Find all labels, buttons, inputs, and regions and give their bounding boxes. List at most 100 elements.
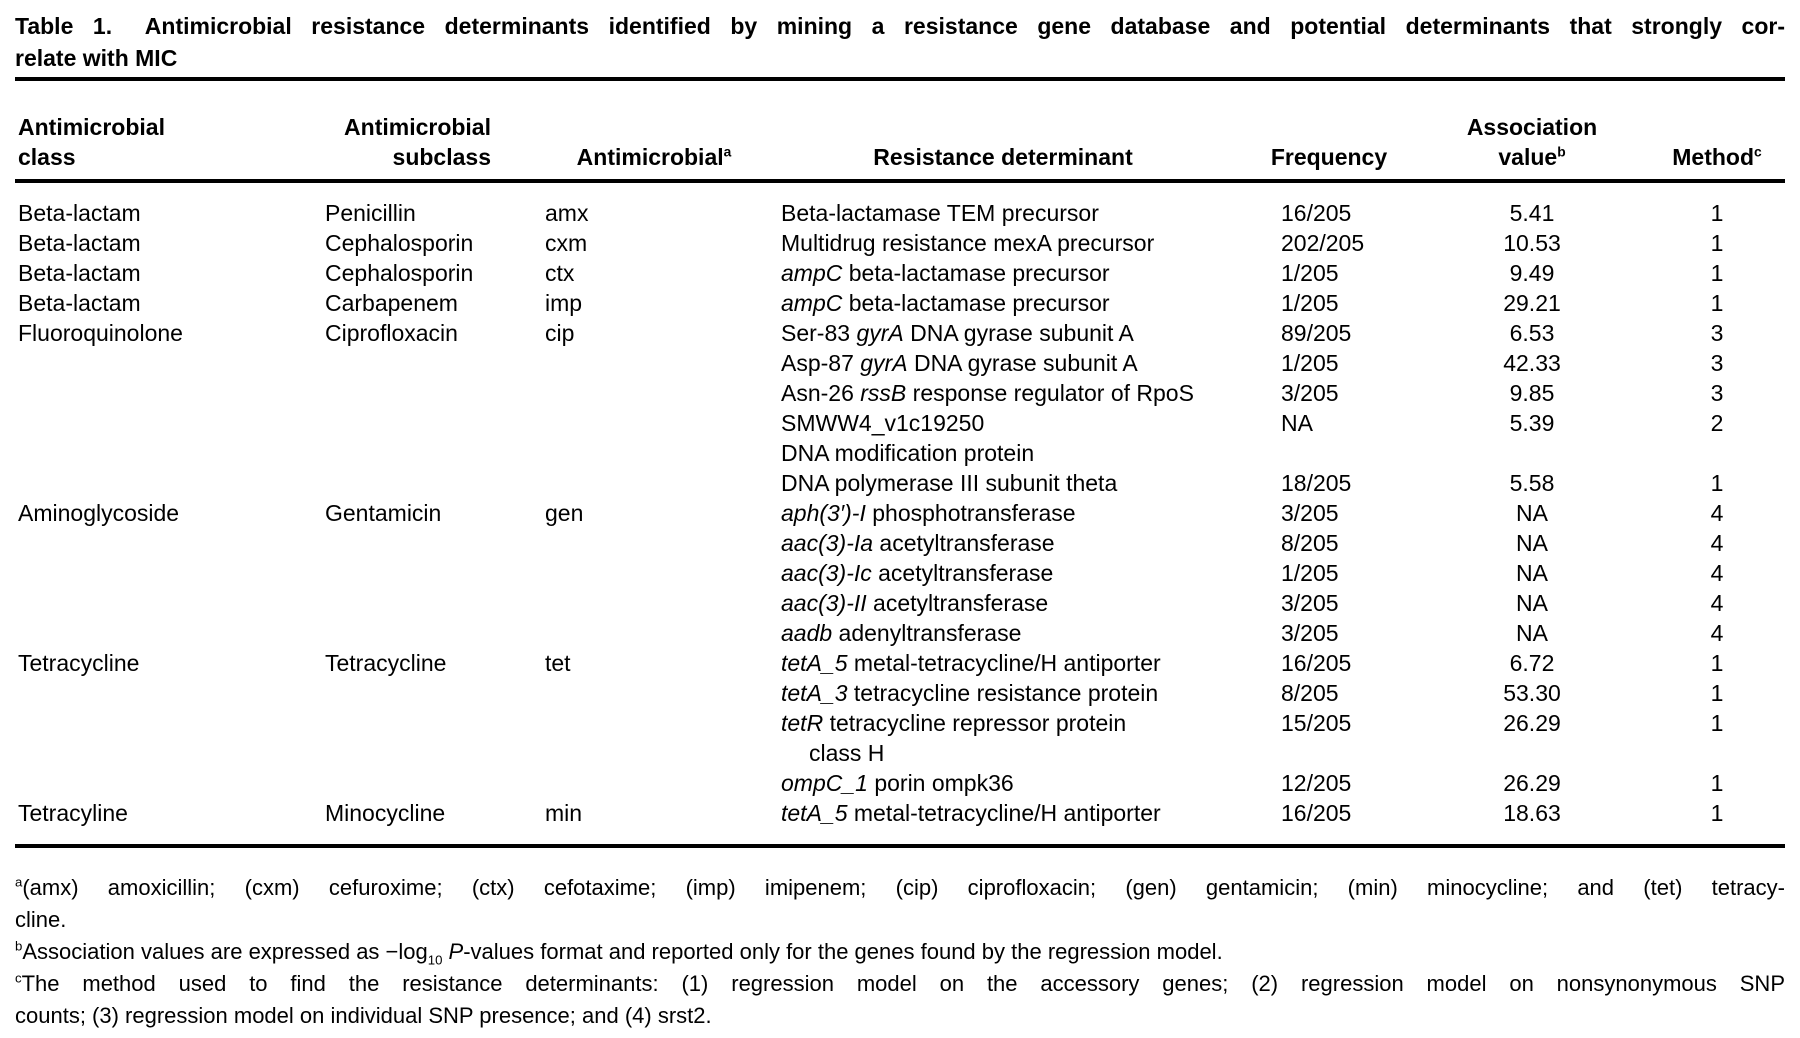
cell-frequency [1243, 438, 1415, 468]
cell-antimicrobial-subclass: Gentamicin [325, 500, 442, 526]
cell-association-value: 29.21 [1503, 290, 1561, 316]
cell-method: 4 [1710, 500, 1724, 526]
cell-resistance-determinant: ampC beta-lactamase precursor [763, 258, 1243, 288]
cell-method: 1 [1710, 680, 1724, 706]
footnote-line: cline. [15, 904, 1785, 936]
text-segment: counts; (3) regression model on individu… [15, 1003, 712, 1028]
cell-method: 4 [1710, 560, 1724, 586]
gene-name: gyrA [856, 320, 904, 346]
cell-antimicrobial-class [15, 408, 325, 438]
gene-name: ampC [781, 290, 843, 316]
cell-resistance-determinant: Asn-26 rssB response regulator of RpoS [763, 378, 1243, 408]
header-row: Antimicrobial class Antimicrobial subclass A… [15, 81, 1785, 183]
cell-antimicrobial-class [15, 738, 325, 768]
determinant-text: phosphotransferase [865, 500, 1076, 526]
table-row: Asn-26 rssB response regulator of RpoS 3/… [15, 378, 1785, 408]
cell-antimicrobial-class: Beta-lactam [18, 290, 141, 316]
cell-frequency: 18/205 [1281, 470, 1352, 496]
footnote-line: bAssociation values are expressed as −lo… [15, 936, 1785, 968]
cell-resistance-determinant: ampC beta-lactamase precursor [763, 288, 1243, 318]
cell-antimicrobial-abbr [545, 738, 763, 768]
cell-antimicrobial-class [15, 768, 325, 798]
gene-name: tetA_5 [781, 800, 848, 826]
resistance-determinants-table: Antimicrobial class Antimicrobial subclass A… [15, 81, 1785, 828]
header-line-1: Antimicrobial [18, 114, 165, 140]
text-segment: Association values are expressed as −log [22, 939, 428, 964]
table-row: aac(3)-Ia acetyltransferase 8/205 NA 4 [15, 528, 1785, 558]
cell-antimicrobial-abbr: cxm [545, 230, 588, 256]
header-line-1: Antimicrobial [344, 114, 491, 140]
cell-resistance-determinant: DNA polymerase III subunit theta [763, 468, 1243, 498]
cell-frequency: 1/205 [1281, 560, 1339, 586]
determinant-text: DNA gyrase subunit A [907, 350, 1138, 376]
determinant-text: acetyltransferase [871, 560, 1054, 586]
footnote-line: a(amx) amoxicillin; (cxm) cefuroxime; (c… [15, 872, 1785, 904]
cell-resistance-determinant: tetR tetracycline repressor protein [763, 708, 1243, 738]
text-segment: (amx) amoxicillin; (cxm) cefuroxime; (ct… [22, 875, 1785, 900]
cell-association-value: NA [1516, 500, 1548, 526]
cell-antimicrobial-abbr [545, 378, 763, 408]
cell-antimicrobial-subclass: Ciprofloxacin [325, 320, 458, 346]
cell-method: 1 [1710, 650, 1724, 676]
gene-name: ompC_1 [781, 770, 868, 796]
cell-antimicrobial-abbr [545, 438, 763, 468]
cell-resistance-determinant: aac(3)-Ic acetyltransferase [763, 558, 1243, 588]
bottom-rule [15, 844, 1785, 848]
cell-association-value: NA [1516, 560, 1548, 586]
cell-association-value: 9.85 [1509, 380, 1555, 406]
cell-association-value: 26.29 [1503, 770, 1561, 796]
cell-antimicrobial-subclass: Carbapenem [325, 290, 458, 316]
table-row: Tetracyline Minocycline min tetA_5 metal-te… [15, 798, 1785, 828]
cell-antimicrobial-subclass [325, 738, 545, 768]
cell-antimicrobial-class [15, 438, 325, 468]
caption-line-2: relate with MIC [15, 45, 178, 71]
footnote-a: a(amx) amoxicillin; (cxm) cefuroxime; (c… [15, 872, 1785, 936]
cell-antimicrobial-abbr [545, 558, 763, 588]
cell-antimicrobial-abbr [545, 348, 763, 378]
determinant-text: porin ompk36 [867, 770, 1014, 796]
table-row: Beta-lactam Penicillin amx Beta-lactamase T… [15, 181, 1785, 228]
cell-method: 1 [1710, 290, 1724, 316]
cell-resistance-determinant: ompC_1 porin ompk36 [763, 768, 1243, 798]
table-body: Beta-lactam Penicillin amx Beta-lactamase T… [15, 181, 1785, 828]
gene-name: tetA_5 [781, 650, 848, 676]
header-line-2: Resistance determinant [873, 144, 1133, 170]
cell-method: 3 [1710, 350, 1724, 376]
determinant-text: Multidrug resistance mexA precursor [781, 230, 1155, 256]
cell-antimicrobial-abbr [545, 408, 763, 438]
cell-antimicrobial-class [15, 378, 325, 408]
cell-association-value: 53.30 [1503, 680, 1561, 706]
cell-resistance-determinant: DNA modification protein [763, 438, 1243, 468]
cell-antimicrobial-subclass [325, 378, 545, 408]
determinant-text: metal-tetracycline/H antiporter [847, 800, 1161, 826]
determinant-text: beta-lactamase precursor [842, 260, 1110, 286]
cell-association-value: 5.39 [1509, 410, 1555, 436]
text-segment: cline. [15, 907, 67, 932]
determinant-text: DNA gyrase subunit A [903, 320, 1134, 346]
top-rule [15, 77, 1785, 81]
gene-name: ampC [781, 260, 843, 286]
cell-association-value: 42.33 [1503, 350, 1561, 376]
gene-name: aac(3)-Ic [781, 560, 872, 586]
cell-frequency [1243, 738, 1415, 768]
footnote-line: counts; (3) regression model on individu… [15, 1000, 1785, 1032]
table-number: Table 1. [15, 13, 113, 39]
cell-antimicrobial-class [15, 468, 325, 498]
table-row: tetR tetracycline repressor protein 15/20… [15, 708, 1785, 738]
cell-antimicrobial-class: Tetracyline [18, 800, 128, 826]
cell-antimicrobial-class: Beta-lactam [18, 200, 141, 226]
footnotes: a(amx) amoxicillin; (cxm) cefuroxime; (c… [15, 872, 1785, 1032]
cell-association-value: NA [1516, 530, 1548, 556]
cell-resistance-determinant: aadb adenyltransferase [763, 618, 1243, 648]
column-header-method: Methodc [1649, 81, 1785, 183]
cell-antimicrobial-subclass [325, 348, 545, 378]
cell-antimicrobial-abbr: amx [545, 200, 589, 226]
determinant-text: DNA polymerase III subunit theta [781, 470, 1118, 496]
footnote-marker: c [15, 970, 22, 986]
cell-frequency: 1/205 [1281, 260, 1339, 286]
footnote-c: cThe method used to find the resistance … [15, 968, 1785, 1032]
determinant-text: beta-lactamase precursor [842, 290, 1110, 316]
gene-name: aac(3)-Ia [781, 530, 874, 556]
cell-method: 1 [1710, 770, 1724, 796]
cell-antimicrobial-subclass [325, 588, 545, 618]
